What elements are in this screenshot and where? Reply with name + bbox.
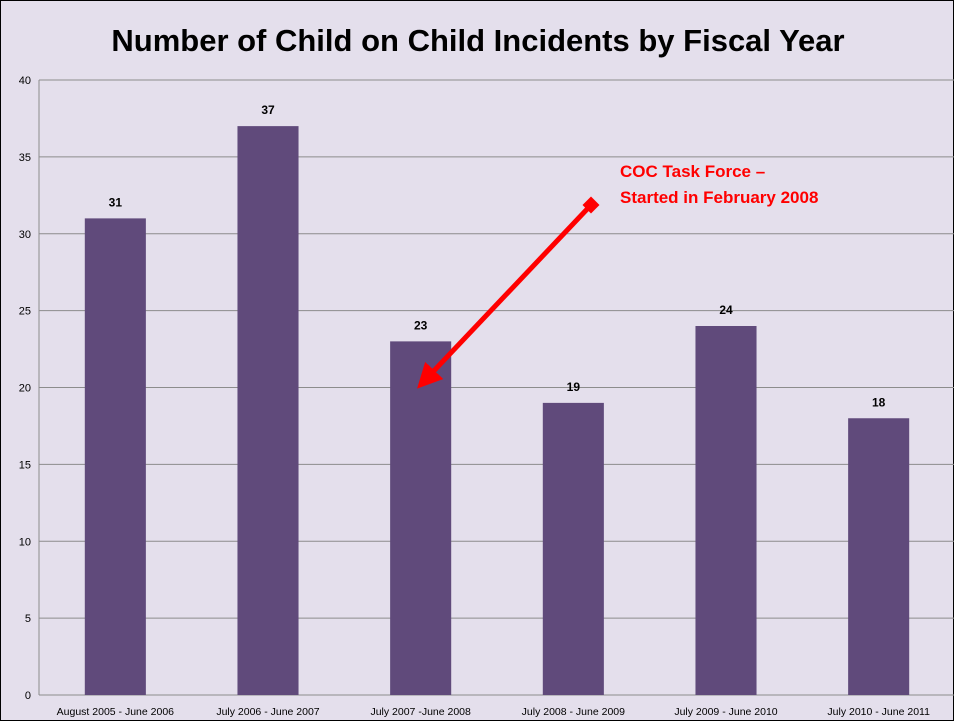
data-label-0: 31: [109, 195, 123, 209]
bar-2: [390, 341, 452, 695]
data-label-3: 19: [567, 380, 581, 394]
data-label-1: 37: [261, 103, 275, 117]
data-label-2: 23: [414, 318, 428, 332]
bar-0: [84, 218, 146, 695]
data-label-4: 24: [719, 303, 733, 317]
y-tick-label-0: 0: [25, 690, 31, 702]
x-tick-label-3: July 2008 - June 2009: [522, 706, 625, 718]
y-tick-label-30: 30: [19, 229, 31, 241]
y-tick-label-5: 5: [25, 613, 31, 625]
y-tick-label-15: 15: [19, 459, 31, 471]
data-label-5: 18: [872, 395, 886, 409]
annotation-text-line-0: COC Task Force –: [620, 162, 765, 181]
chart-title: Number of Child on Child Incidents by Fi…: [111, 23, 845, 58]
x-tick-label-0: August 2005 - June 2006: [57, 706, 175, 718]
x-tick-label-5: July 2010 - June 2011: [827, 706, 930, 718]
y-tick-label-10: 10: [19, 536, 31, 548]
bar-4: [695, 326, 757, 695]
x-tick-label-2: July 2007 -June 2008: [370, 706, 471, 718]
y-tick-label-35: 35: [19, 152, 31, 164]
bar-3: [542, 402, 604, 695]
y-tick-label-25: 25: [19, 306, 31, 318]
bar-1: [237, 126, 299, 695]
annotation-arrow: [417, 203, 593, 389]
y-tick-label-20: 20: [19, 383, 31, 395]
x-tick-label-4: July 2009 - June 2010: [674, 706, 777, 718]
y-tick-label-40: 40: [19, 75, 31, 87]
annotation-text-line-1: Started in February 2008: [620, 188, 818, 207]
bar-5: [848, 418, 910, 695]
x-tick-label-1: July 2006 - June 2007: [216, 706, 319, 718]
